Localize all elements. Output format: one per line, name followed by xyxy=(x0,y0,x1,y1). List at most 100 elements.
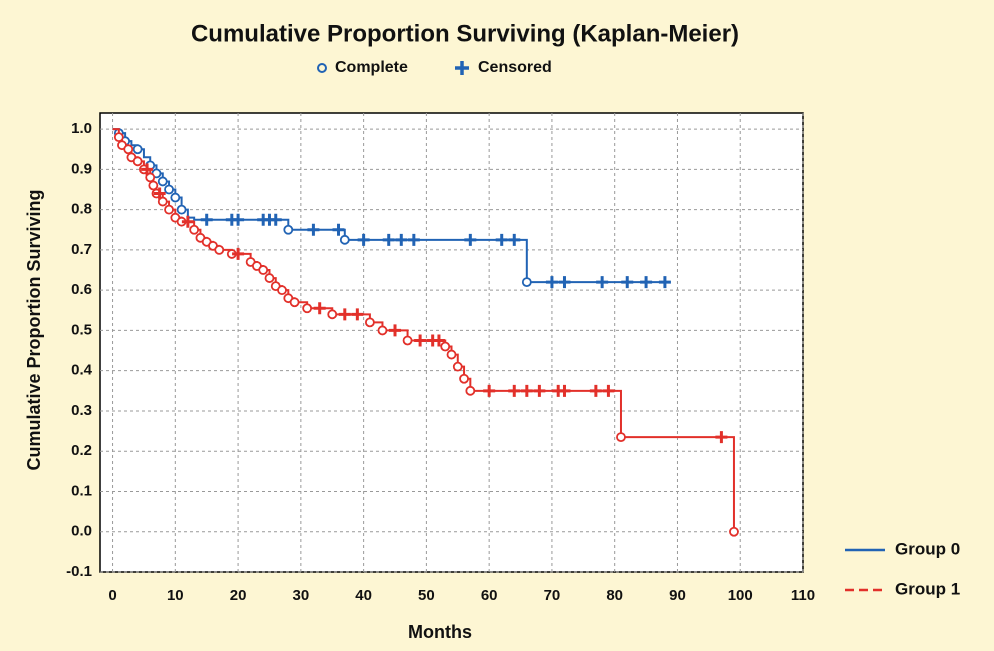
complete-marker xyxy=(277,285,287,296)
censored-marker xyxy=(508,384,521,397)
censored-marker xyxy=(389,324,402,337)
x-tick-label: 20 xyxy=(230,587,247,604)
y-axis-label: Cumulative Proportion Surviving xyxy=(24,189,44,470)
censored-marker xyxy=(602,384,615,397)
complete-marker xyxy=(164,184,174,195)
censored-marker xyxy=(658,276,671,289)
censored-marker xyxy=(621,276,634,289)
censored-marker xyxy=(495,233,508,246)
complete-legend-marker xyxy=(317,63,327,73)
y-tick-label: 0.8 xyxy=(71,201,92,218)
x-tick-label: 10 xyxy=(167,587,184,604)
y-tick-label: 0.1 xyxy=(71,482,92,499)
x-tick-label: 50 xyxy=(418,587,435,604)
x-tick-label: 80 xyxy=(606,587,623,604)
complete-marker xyxy=(446,349,457,360)
chart-title: Cumulative Proportion Surviving (Kaplan-… xyxy=(191,20,739,47)
y-tick-label: 0.2 xyxy=(71,442,92,459)
censored-marker xyxy=(558,276,571,289)
censored-marker xyxy=(715,431,728,444)
complete-marker xyxy=(302,303,313,314)
complete-marker xyxy=(264,273,275,283)
complete-marker xyxy=(145,172,156,183)
complete-marker xyxy=(402,335,413,346)
y-tick-label: 0.7 xyxy=(71,241,92,258)
complete-marker xyxy=(377,325,388,336)
complete-marker xyxy=(132,156,143,167)
y-tick-label: 0.6 xyxy=(71,281,92,298)
censored-marker xyxy=(332,223,345,236)
x-tick-label: 40 xyxy=(355,587,372,604)
y-tick-label: 0.3 xyxy=(71,402,92,419)
x-tick-label: 110 xyxy=(791,587,815,604)
y-tick-label: -0.1 xyxy=(66,563,92,580)
censored-marker xyxy=(232,247,245,260)
censored-marker xyxy=(357,233,370,246)
censored-marker xyxy=(589,384,602,397)
complete-marker xyxy=(157,176,168,187)
complete-marker xyxy=(170,192,181,203)
censored-marker xyxy=(596,276,609,289)
complete-marker xyxy=(452,361,463,372)
censored-marker xyxy=(545,276,558,289)
y-tick-label: 0.9 xyxy=(71,160,92,177)
censored-marker xyxy=(181,215,194,228)
censored-marker xyxy=(382,233,395,246)
censored-marker xyxy=(407,233,420,246)
x-tick-label: 70 xyxy=(544,587,561,604)
complete-marker xyxy=(616,432,626,443)
complete-marker xyxy=(132,144,143,155)
censored-marker xyxy=(307,223,320,236)
censored-marker xyxy=(200,213,213,226)
complete-marker xyxy=(465,385,476,396)
complete-marker xyxy=(113,132,124,143)
complete-marker xyxy=(148,180,159,191)
complete-marker xyxy=(123,144,134,155)
complete-marker xyxy=(729,526,739,537)
legend-label: Group 0 xyxy=(895,539,960,558)
complete-legend-label: Complete xyxy=(335,59,408,76)
complete-marker xyxy=(327,309,338,320)
censored-legend-marker xyxy=(455,61,469,75)
x-tick-label: 30 xyxy=(293,587,310,604)
complete-marker xyxy=(365,317,375,328)
y-tick-label: 0.5 xyxy=(71,321,92,338)
complete-marker xyxy=(176,204,187,215)
x-tick-label: 90 xyxy=(669,587,686,604)
complete-marker xyxy=(289,297,300,308)
y-tick-label: 1.0 xyxy=(71,120,92,137)
censored-marker xyxy=(558,384,571,397)
censored-marker xyxy=(533,384,546,397)
complete-marker xyxy=(164,204,174,215)
censored-marker xyxy=(483,384,496,397)
censored-marker xyxy=(141,163,154,176)
complete-marker xyxy=(459,373,469,384)
plot-area xyxy=(99,112,804,573)
censored-marker xyxy=(351,308,364,321)
complete-marker xyxy=(258,265,269,275)
complete-marker xyxy=(440,341,451,352)
censored-legend-label: Censored xyxy=(478,59,552,76)
x-tick-label: 60 xyxy=(481,587,498,604)
censored-marker xyxy=(508,233,521,246)
complete-marker xyxy=(521,277,532,288)
x-tick-label: 0 xyxy=(108,587,116,604)
censored-marker xyxy=(414,334,427,347)
y-tick-label: 0.0 xyxy=(71,523,92,540)
y-tick-label: 0.4 xyxy=(71,362,93,379)
censored-marker xyxy=(269,213,282,226)
censored-marker xyxy=(313,302,326,315)
complete-marker xyxy=(214,244,225,255)
censored-marker xyxy=(232,213,245,226)
censored-marker xyxy=(464,233,477,246)
legend-label: Group 1 xyxy=(895,579,960,598)
complete-marker xyxy=(189,224,200,235)
censored-marker xyxy=(338,308,351,321)
x-tick-label: 100 xyxy=(728,587,753,604)
x-axis-label: Months xyxy=(408,622,472,642)
censored-marker xyxy=(153,187,166,200)
censored-marker xyxy=(520,384,533,397)
censored-marker xyxy=(432,334,445,347)
